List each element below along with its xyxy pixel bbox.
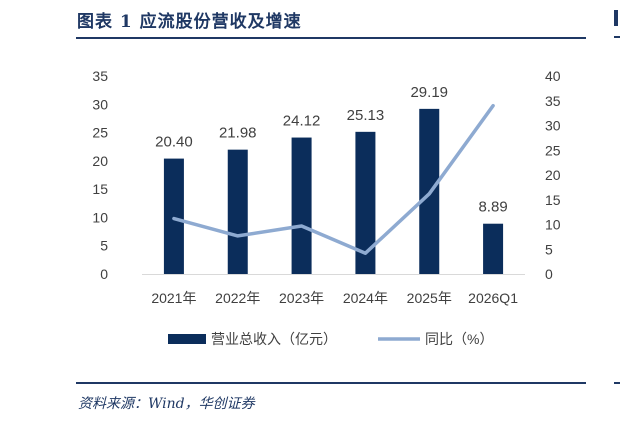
bar-3 xyxy=(291,137,312,274)
x-tick-label: 2025年 xyxy=(407,290,452,306)
y-right-tick-label: 5 xyxy=(545,241,553,257)
revenue-growth-chart: 0 5 10 15 20 25 30 35 0 5 10 15 20 25 30 35 40 20.40 21.… xyxy=(92,68,561,347)
x-tick-label: 2026Q1 xyxy=(468,290,518,306)
x-tick-label: 2023年 xyxy=(279,290,324,306)
y-right-tick-label: 0 xyxy=(545,266,553,282)
y-right-tick-label: 15 xyxy=(545,192,561,208)
source-rule xyxy=(76,382,586,384)
y-axis-right: 0 5 10 15 20 25 30 35 40 xyxy=(545,68,561,282)
y-left-tick-label: 30 xyxy=(92,96,108,112)
y-left-tick-label: 10 xyxy=(92,209,108,225)
bar-data-labels: 20.40 21.98 24.12 25.13 29.19 8.89 xyxy=(155,84,508,216)
y-axis-left: 0 5 10 15 20 25 30 35 xyxy=(92,68,108,282)
y-left-tick-label: 25 xyxy=(92,125,108,141)
y-left-tick-label: 35 xyxy=(92,68,108,84)
title-rule xyxy=(76,37,586,39)
bar-value-label: 8.89 xyxy=(478,199,507,216)
figure-title: 图表 1 应流股份营收及增速 xyxy=(77,12,302,32)
bar-1 xyxy=(163,158,184,274)
y-left-tick-label: 20 xyxy=(92,153,108,169)
y-left-tick-label: 0 xyxy=(100,266,108,282)
legend-bar-label: 营业总收入（亿元） xyxy=(211,331,337,347)
legend: 营业总收入（亿元） 同比（%） xyxy=(168,331,493,347)
x-tick-label: 2021年 xyxy=(151,290,196,306)
adjacent-figure-edge xyxy=(614,10,618,26)
bar-6 xyxy=(483,223,504,274)
line-series xyxy=(172,103,495,255)
source-note: 资料来源：Wind，华创证券 xyxy=(78,396,255,412)
adjacent-rule-edge xyxy=(614,36,620,38)
bar-2 xyxy=(227,149,248,274)
y-right-tick-label: 25 xyxy=(545,142,561,158)
bar-value-label: 20.40 xyxy=(155,134,193,151)
y-right-tick-label: 35 xyxy=(545,93,561,109)
legend-bar-swatch xyxy=(168,334,206,344)
legend-line-label: 同比（%） xyxy=(425,331,493,347)
bar-value-label: 29.19 xyxy=(410,84,448,101)
x-axis: 2021年 2022年 2023年 2024年 2025年 2026Q1 xyxy=(151,290,518,306)
y-right-tick-label: 10 xyxy=(545,217,561,233)
y-left-tick-label: 15 xyxy=(92,181,108,197)
bar-4 xyxy=(355,131,376,274)
x-tick-label: 2024年 xyxy=(343,290,388,306)
bar-value-label: 24.12 xyxy=(283,113,321,130)
x-tick-label: 2022年 xyxy=(215,290,260,306)
growth-line xyxy=(172,103,495,255)
y-right-tick-label: 30 xyxy=(545,118,561,134)
bar-value-label: 21.98 xyxy=(219,125,257,142)
y-right-tick-label: 40 xyxy=(545,68,561,84)
y-left-tick-label: 5 xyxy=(100,238,108,254)
bar-series xyxy=(163,108,504,274)
y-right-tick-label: 20 xyxy=(545,167,561,183)
bar-value-label: 25.13 xyxy=(347,107,385,124)
adjacent-source-rule-edge xyxy=(614,382,620,384)
